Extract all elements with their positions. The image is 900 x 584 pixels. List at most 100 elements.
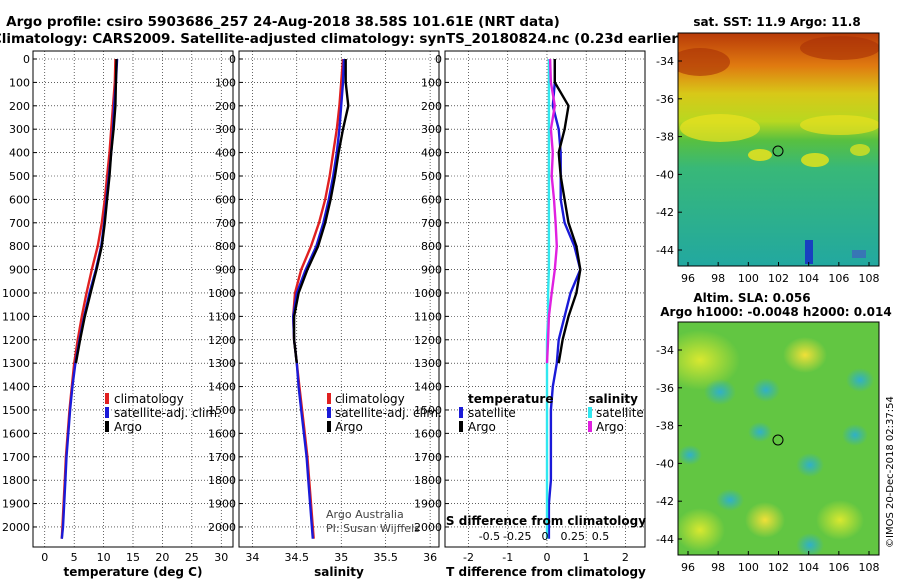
lon-tick-label: 100 [738,561,759,574]
legend-label-argo: Argo [335,420,363,434]
depth-tick-label: 1900 [414,498,442,511]
depth-tick-label: 1000 [208,287,236,300]
depth-tick-label: 1500 [208,404,236,417]
depth-tick-label: 1900 [2,498,30,511]
depth-tick-label: 900 [215,264,236,277]
depth-tick-label: 900 [9,264,30,277]
depth-tick-label: 400 [9,147,30,160]
depth-tick-label: 1200 [208,334,236,347]
depth-tick-label: 1600 [414,427,442,440]
footer-timestamp: ©IMOS 20-Dec-2018 02:37:54 [885,396,896,548]
depth-tick-label: 1400 [414,381,442,394]
sla-map: Altim. SLA: 0.056 Argo h1000: -0.0048 h2… [656,291,892,574]
lat-tick-label: -44 [656,244,674,257]
depth-tick-label: 500 [215,170,236,183]
depth-tick-label: 0 [435,53,442,66]
series-line-temperature-argo [553,59,582,364]
x-tick-label: 25 [185,551,199,564]
x-tick-label: 0 [543,551,550,564]
lat-tick-label: -36 [656,93,674,106]
s-tick-label: 0 [542,530,549,543]
x-tick-label: 35.5 [373,551,398,564]
series-line-argo [74,58,118,364]
depth-tick-label: 1000 [414,287,442,300]
lon-tick-label: 106 [828,272,849,285]
s-difference-ticks: -0.5 -0.25 0 0.25 0.5 [479,530,610,543]
depth-tick-label: 1000 [2,287,30,300]
depth-tick-label: 2000 [414,521,442,534]
lat-tick-label: -40 [656,457,674,470]
lat-tick-label: -44 [656,533,674,546]
lat-tick-label: -34 [656,344,674,357]
lat-tick-label: -34 [656,55,674,68]
credit-argo-australia: Argo Australia [326,508,404,521]
depth-tick-label: 1300 [208,357,236,370]
sst-map: sat. SST: 11.9 Argo: 11.8 -34 -36 -38 -40 -4… [656,15,880,285]
lat-tick-label: -42 [656,495,674,508]
depth-tick-label: 400 [215,147,236,160]
depth-tick-label: 800 [9,240,30,253]
depth-tick-label: 1300 [2,357,30,370]
figure-title-line2: Climatology: CARS2009. Satellite-adjuste… [0,31,684,47]
lon-tick-label: 104 [798,561,819,574]
legend-swatch-t-satellite [459,407,463,418]
salinity-panel: 0 100 200 300 400 500 600 700 800 900 1000 1100 1200… [208,50,442,579]
x-tick-label: 15 [126,551,140,564]
lat-tick-label: -42 [656,206,674,219]
depth-tick-label: 1600 [208,427,236,440]
temperature-panel: 0100200300400500600700800900100011001200… [2,50,234,579]
legend-swatch-argo [327,421,331,432]
depth-tick-label: 1800 [208,474,236,487]
sla-map-title1: Altim. SLA: 0.056 [693,291,810,305]
legend-swatch-climatology [105,393,109,404]
lon-tick-label: 98 [711,272,725,285]
depth-tick-label: 300 [421,123,442,136]
depth-tick-label: 1600 [2,427,30,440]
depth-tick-label: 200 [421,100,442,113]
depth-tick-label: 700 [421,217,442,230]
legend-swatch-s-argo [588,421,592,432]
depth-tick-label: 100 [9,76,30,89]
depth-tick-label: 200 [9,100,30,113]
x-tick-label: 34.5 [285,551,310,564]
depth-tick-label: 400 [421,147,442,160]
depth-tick-label: 1100 [208,310,236,323]
depth-tick-label: 1500 [414,404,442,417]
legend-label-t-satellite: satellite [468,406,516,420]
depth-tick-label: 1100 [2,310,30,323]
depth-tick-label: 800 [421,240,442,253]
depth-tick-label: 1800 [414,474,442,487]
legend-label-satellite: satellite-adj. clim. [114,406,221,420]
difference-legend: temperature salinity satellite Argo sate… [459,392,644,434]
s-tick-label: -0.5 [479,530,500,543]
lat-tick-label: -36 [656,382,674,395]
legend-swatch-climatology [327,393,331,404]
lat-tick-label: -38 [656,420,674,433]
depth-tick-label: 1400 [2,381,30,394]
series-line-satellite-adj-clim- [292,58,346,539]
legend-label-t-argo: Argo [468,420,496,434]
sst-field [678,33,879,266]
difference-panel: 0100200300400500600700800900100011001200… [414,50,646,579]
x-tick-label: 36 [423,551,437,564]
depth-tick-label: 0 [229,53,236,66]
sst-argo-location-marker [772,145,784,157]
legend-label-climatology: climatology [114,392,184,406]
depth-tick-label: 600 [421,193,442,206]
depth-tick-label: 1100 [414,310,442,323]
sla-field [678,322,879,555]
depth-tick-label: 1200 [2,334,30,347]
lon-tick-label: 102 [768,272,789,285]
depth-tick-label: 200 [215,100,236,113]
legend-label-s-argo: Argo [596,420,624,434]
legend-label-satellite: satellite-adj. clim. [335,406,442,420]
depth-tick-label: 300 [215,123,236,136]
temperature-xlabel: temperature (deg C) [64,565,203,579]
depth-tick-label: 700 [9,217,30,230]
lon-tick-label: 106 [828,561,849,574]
s-tick-label: 0.5 [592,530,610,543]
lon-tick-label: 108 [859,272,880,285]
lon-tick-label: 102 [768,561,789,574]
temperature-legend: climatology satellite-adj. clim. Argo [105,392,221,434]
depth-tick-label: 100 [215,76,236,89]
